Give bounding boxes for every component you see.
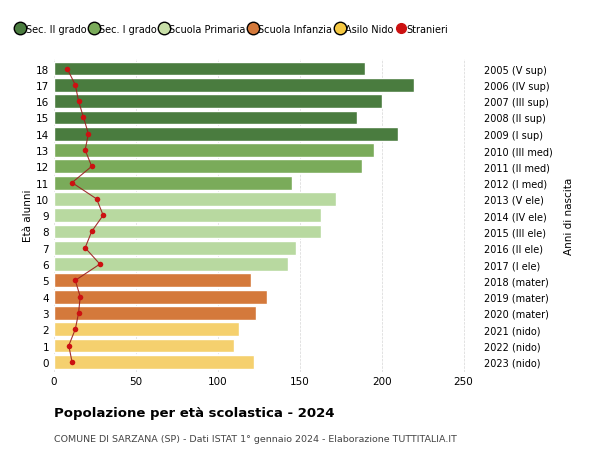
Bar [54, 339, 234, 353]
Bar [54, 176, 292, 190]
Text: COMUNE DI SARZANA (SP) - Dati ISTAT 1° gennaio 2024 - Elaborazione TUTTITALIA.IT: COMUNE DI SARZANA (SP) - Dati ISTAT 1° g… [54, 434, 457, 443]
Point [64, 342, 74, 349]
Bar [54, 62, 365, 76]
Point [92, 196, 101, 203]
Bar [54, 225, 321, 239]
Bar [54, 95, 382, 109]
Point [76, 293, 85, 301]
Point [71, 277, 80, 285]
Bar [54, 274, 251, 288]
Point [74, 309, 83, 317]
Bar [54, 79, 415, 93]
Bar [54, 290, 267, 304]
Bar [54, 111, 357, 125]
Legend: Sec. II grado, Sec. I grado, Scuola Primaria, Scuola Infanzia, Asilo Nido, Stran: Sec. II grado, Sec. I grado, Scuola Prim… [14, 21, 452, 39]
Point [67, 179, 77, 187]
Bar [54, 128, 398, 141]
Bar [54, 355, 254, 369]
Y-axis label: Età alunni: Età alunni [23, 190, 33, 242]
Text: Popolazione per età scolastica - 2024: Popolazione per età scolastica - 2024 [54, 406, 335, 419]
Bar [54, 323, 239, 336]
Point [74, 98, 83, 106]
Point [83, 131, 93, 138]
Point [80, 147, 90, 154]
Bar [54, 306, 256, 320]
Bar [54, 160, 362, 174]
Bar [54, 257, 289, 271]
Point [98, 212, 108, 219]
Bar [54, 209, 321, 223]
Bar [54, 193, 336, 207]
Y-axis label: Anni di nascita: Anni di nascita [564, 177, 574, 254]
Point [71, 82, 80, 90]
Point [62, 66, 72, 73]
Point [95, 261, 104, 268]
Point [87, 228, 97, 235]
Bar [54, 241, 296, 255]
Point [79, 114, 88, 122]
Point [67, 358, 77, 366]
Point [80, 245, 90, 252]
Point [87, 163, 97, 171]
Point [71, 326, 80, 333]
Bar [54, 144, 374, 157]
